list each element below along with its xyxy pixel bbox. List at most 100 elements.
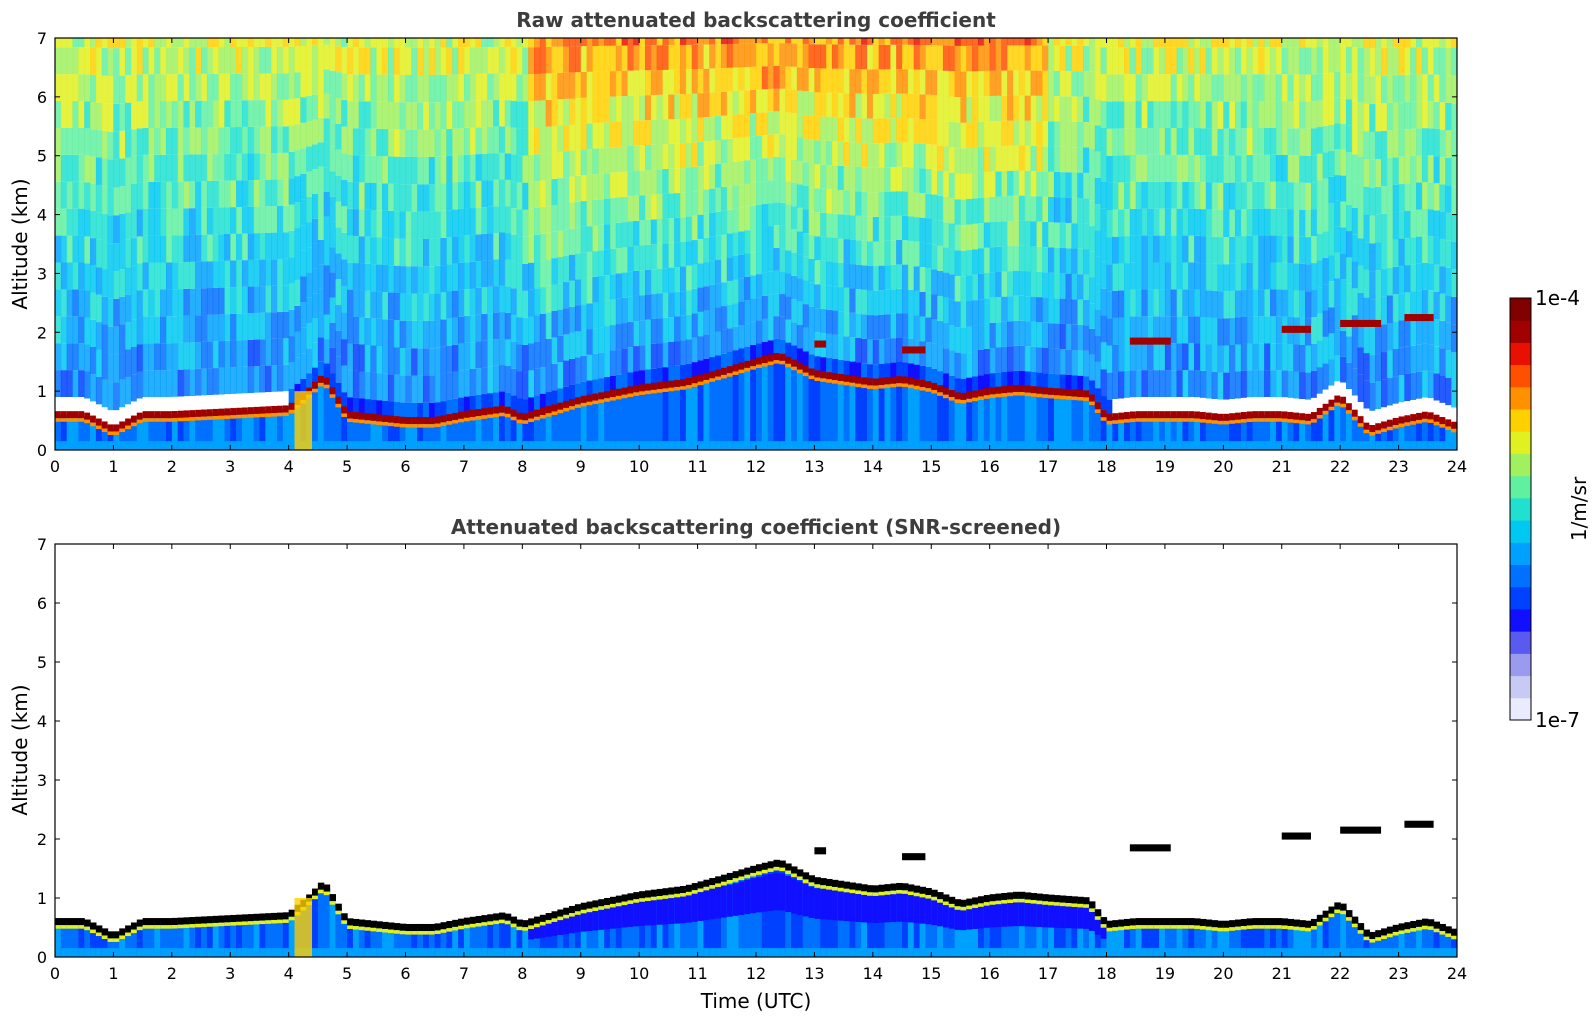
noise-cell <box>791 322 798 346</box>
noise-cell <box>966 275 973 302</box>
noise-cell <box>1264 38 1271 48</box>
noise-cell <box>107 131 115 160</box>
noise-cell <box>312 119 319 145</box>
noise-cell <box>866 265 874 291</box>
noise-cell <box>1048 348 1055 374</box>
noise-cell <box>288 151 296 179</box>
noise-cell <box>1375 270 1382 299</box>
noise-cell <box>586 46 594 72</box>
noise-cell <box>364 128 372 156</box>
noise-cell <box>1322 310 1330 337</box>
aerosol-cell <box>136 948 144 957</box>
noise-cell <box>1135 235 1143 263</box>
noise-cell <box>84 101 91 129</box>
noise-cell <box>1421 74 1429 102</box>
aerosol-cell <box>866 441 874 450</box>
noise-cell <box>1024 321 1032 347</box>
gap-cell <box>1287 397 1295 416</box>
noise-cell <box>440 210 447 238</box>
noise-cell <box>621 146 629 172</box>
aerosol-cell <box>411 420 418 450</box>
noise-cell <box>282 179 290 206</box>
noise-cell <box>884 142 891 168</box>
cloud-top-cell <box>1164 418 1172 422</box>
noise-cell <box>405 129 412 157</box>
noise-cell <box>668 69 675 95</box>
noise-cell <box>195 127 202 155</box>
noise-cell <box>376 373 383 401</box>
noise-cell <box>715 235 722 260</box>
noise-cell <box>72 74 79 102</box>
noise-cell <box>826 237 833 262</box>
noise-cell <box>1170 181 1178 209</box>
noise-cell <box>831 262 839 287</box>
noise-cell <box>1258 181 1265 209</box>
noise-cell <box>148 74 155 102</box>
noise-cell <box>802 209 810 234</box>
noise-cell <box>1141 343 1148 371</box>
aerosol-cell <box>125 928 132 957</box>
cloud-top-cell <box>1036 386 1043 394</box>
noise-cell <box>609 38 617 46</box>
noise-cell <box>504 366 512 393</box>
noise-cell <box>1310 47 1318 75</box>
noise-cell <box>1124 263 1131 291</box>
noise-cell <box>796 325 804 349</box>
noise-cell <box>1188 101 1195 128</box>
noise-cell <box>1310 370 1318 398</box>
cloud-top-cell <box>1217 420 1224 425</box>
aerosol-cell <box>1153 414 1160 450</box>
gap-cell <box>1182 397 1189 415</box>
aerosol-cell <box>493 410 500 450</box>
aerosol-cell <box>995 441 1002 450</box>
noise-cell <box>300 225 307 251</box>
aerosol-cell <box>160 414 167 450</box>
gap-cell <box>358 398 366 417</box>
noise-cell <box>756 89 763 113</box>
noise-cell <box>1188 74 1195 102</box>
noise-cell <box>539 367 547 394</box>
gap-cell <box>364 399 372 417</box>
noise-cell <box>253 179 261 207</box>
cloud-top-cell <box>1106 413 1113 421</box>
noise-cell <box>756 297 763 321</box>
cloud-top-cell <box>1077 389 1084 397</box>
noise-cell <box>306 146 313 172</box>
aerosol-cell <box>1293 441 1300 450</box>
noise-cell <box>1065 96 1073 122</box>
noise-cell <box>317 215 325 240</box>
noise-cell <box>1310 263 1318 291</box>
noise-cell <box>551 310 558 338</box>
noise-cell <box>925 267 932 293</box>
aerosol-cell <box>463 948 471 957</box>
noise-cell <box>604 249 611 276</box>
cloud-top-cell <box>469 916 477 924</box>
noise-cell <box>820 164 827 189</box>
noise-cell <box>212 180 220 208</box>
noise-cell <box>1205 371 1213 399</box>
gap-cell <box>907 363 915 382</box>
noise-cell <box>125 47 132 76</box>
cloud-top-cell <box>201 916 208 924</box>
noise-cell <box>516 344 523 372</box>
noise-cell <box>125 75 132 103</box>
x-tick-label: 7 <box>459 457 469 476</box>
noise-cell <box>1410 155 1417 184</box>
noise-cell <box>148 127 155 155</box>
noise-cell <box>282 38 290 47</box>
aerosol-cell <box>417 948 424 957</box>
cloud-top-cell <box>95 932 103 937</box>
gap-cell <box>493 392 500 411</box>
noise-cell <box>855 264 862 290</box>
noise-cell <box>259 179 266 207</box>
noise-cell <box>1386 378 1394 406</box>
aerosol-cell <box>1264 414 1271 450</box>
noise-cell <box>779 271 786 295</box>
gap-cell <box>545 392 553 410</box>
noise-cell <box>1118 344 1125 372</box>
noise-cell <box>411 129 418 157</box>
noise-cell <box>1083 249 1090 275</box>
noise-cell <box>113 382 120 411</box>
noise-cell <box>224 127 231 154</box>
noise-cell <box>674 45 681 70</box>
